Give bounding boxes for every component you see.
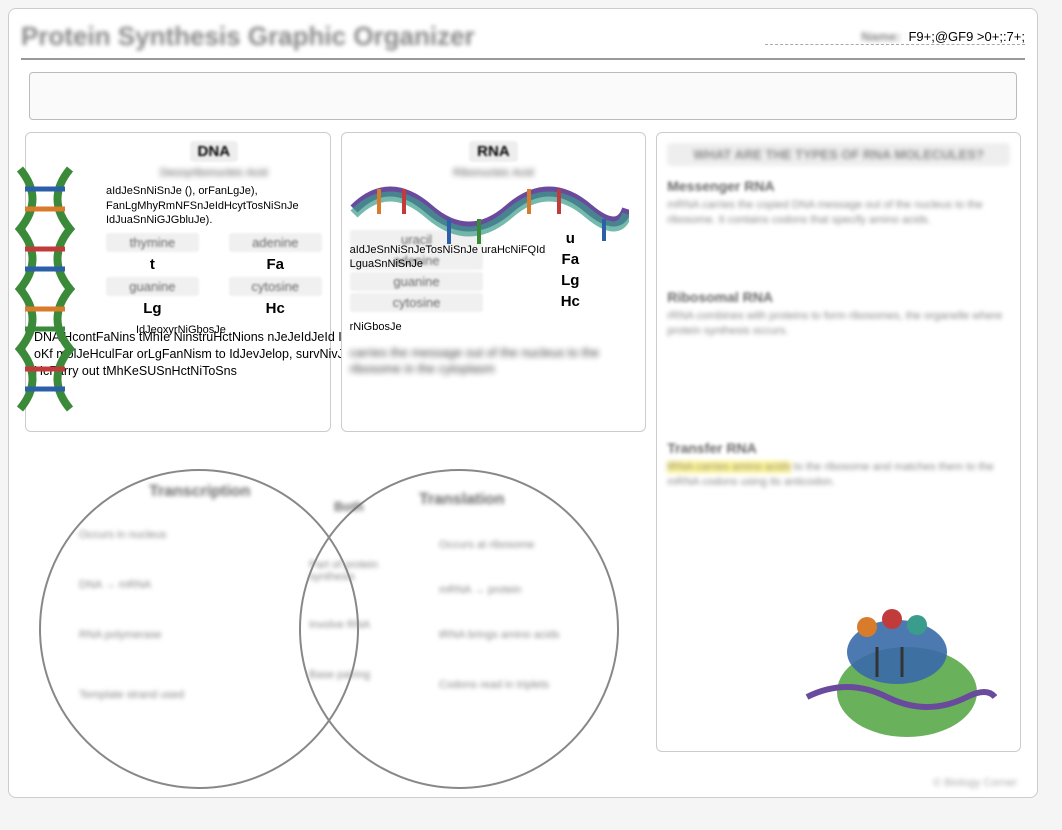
dna-subtitle: Deoxyribonucleic Acid bbox=[106, 166, 322, 180]
base-g: Lg bbox=[106, 300, 199, 317]
name-value: F9+;@GF9 >0+;:7+; bbox=[908, 29, 1025, 44]
venn-left-label: Transcription bbox=[149, 483, 250, 501]
name-label: Name: bbox=[861, 29, 901, 44]
header: Protein Synthesis Graphic Organizer Name… bbox=[21, 21, 1025, 60]
rna-base-c-cell: cytosine bbox=[350, 293, 484, 312]
base-t: t bbox=[106, 256, 199, 273]
base-g-name: guanine bbox=[106, 277, 199, 296]
venn-left-item-2: RNA polymerase bbox=[79, 629, 259, 641]
venn-left-item-0: Occurs in nucleus bbox=[79, 529, 259, 541]
dna-definition: aIdJeSnNiSnJe (), orFanLgJe), FanLgMhyRm… bbox=[106, 184, 322, 227]
top-blank-box bbox=[29, 72, 1017, 120]
venn-center-item-2: Base pairing bbox=[309, 669, 409, 681]
trna-body: tRNA carries amino acids to the ribosome… bbox=[667, 460, 1010, 491]
rna-sugar: rNiGbosJe bbox=[350, 320, 638, 334]
venn-center-label: Both bbox=[334, 499, 364, 514]
trna-heading: Transfer RNA bbox=[667, 440, 1010, 456]
venn-right-item-2: tRNA brings amino acids bbox=[439, 629, 619, 641]
venn-right-item-1: mRNA → protein bbox=[439, 584, 619, 596]
copyright-note: © Biology Corner bbox=[933, 777, 1017, 789]
mrna-heading: Messenger RNA bbox=[667, 178, 1010, 194]
rna-description: carries the message out of the nucleus t… bbox=[350, 345, 638, 379]
ribosome-icon bbox=[797, 597, 997, 747]
base-t-name: thymine bbox=[106, 233, 199, 252]
name-line: Name: F9+;@GF9 >0+;:7+; bbox=[765, 29, 1025, 45]
rrna-body: rRNA combines with proteins to form ribo… bbox=[667, 309, 1010, 340]
venn-right-label: Translation bbox=[419, 491, 504, 509]
base-c-name: cytosine bbox=[229, 277, 322, 296]
rna-base-c: Hc bbox=[503, 293, 637, 312]
worksheet-page: Protein Synthesis Graphic Organizer Name… bbox=[8, 8, 1038, 798]
rna-types-title: WHAT ARE THE TYPES OF RNA MOLECULES? bbox=[667, 143, 1010, 166]
venn-diagram: Transcription Translation Both Occurs in… bbox=[39, 469, 659, 789]
trna-highlight: tRNA carries amino acids bbox=[667, 461, 791, 473]
venn-center-item-1: Involve RNA bbox=[309, 619, 409, 631]
mrna-body: mRNA carries the copied DNA message out … bbox=[667, 198, 1010, 229]
venn-right-item-3: Codons read in triplets bbox=[439, 679, 619, 691]
base-c: Hc bbox=[229, 300, 322, 317]
dna-helix-icon bbox=[5, 159, 85, 419]
rrna-heading: Ribosomal RNA bbox=[667, 289, 1010, 305]
dna-title: DNA bbox=[190, 141, 239, 162]
rna-ribbon-icon bbox=[349, 169, 629, 249]
base-a: Fa bbox=[229, 256, 322, 273]
venn-right-item-0: Occurs at ribosome bbox=[439, 539, 619, 551]
rna-base-g: Lg bbox=[503, 272, 637, 291]
venn-left-item-3: Template strand used bbox=[79, 689, 259, 701]
rna-base-g-cell: guanine bbox=[350, 272, 484, 291]
base-a-name: adenine bbox=[229, 233, 322, 252]
rna-title: RNA bbox=[469, 141, 518, 162]
page-title: Protein Synthesis Graphic Organizer bbox=[21, 21, 475, 52]
venn-left-item-1: DNA → mRNA bbox=[79, 579, 259, 591]
venn-center-item-0: Part of protein synthesis bbox=[309, 559, 409, 583]
dna-base-grid: thymine adenine t Fa guanine cytosine Lg… bbox=[106, 233, 322, 317]
